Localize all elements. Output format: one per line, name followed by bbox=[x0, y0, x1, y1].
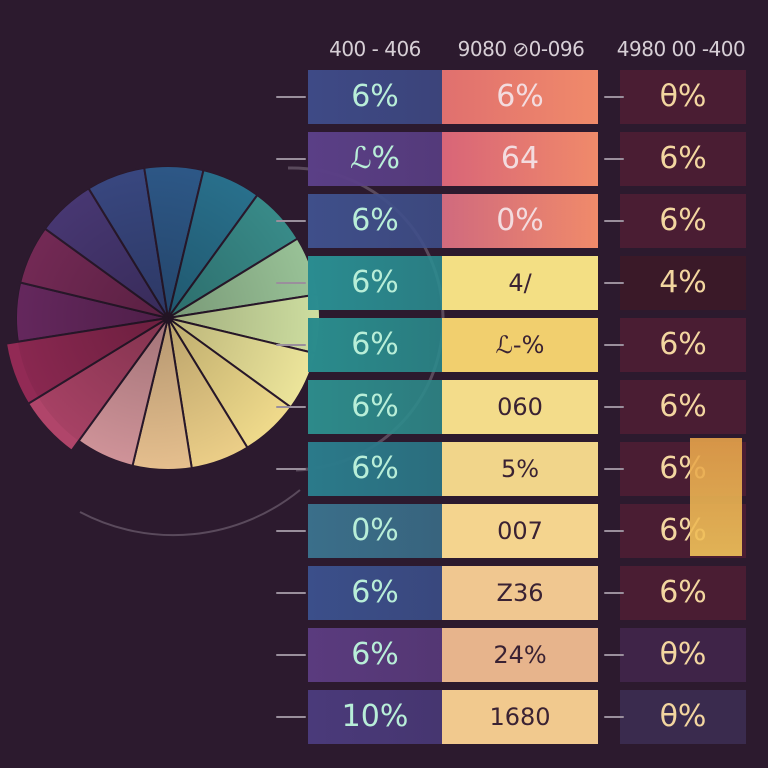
column-header: 400 - 406 bbox=[329, 37, 421, 61]
col2-value: 6% bbox=[442, 70, 598, 124]
col2-value: Z36 bbox=[442, 566, 598, 620]
col3-value: θ% bbox=[620, 628, 746, 682]
row-tick bbox=[604, 716, 624, 718]
table-row: ℒ% 64 6% bbox=[0, 132, 768, 186]
col1-value: 6% bbox=[308, 70, 442, 124]
col1-value: 6% bbox=[308, 442, 442, 496]
col1-value: 6% bbox=[308, 380, 442, 434]
table-row: 6% 0% 6% bbox=[0, 194, 768, 248]
table-row: 6% 24% θ% bbox=[0, 628, 768, 682]
table-row: 6% 4/4% bbox=[0, 256, 768, 310]
row-tick bbox=[276, 96, 306, 98]
row-tick bbox=[604, 654, 624, 656]
col1-value: 6% bbox=[308, 194, 442, 248]
row-tick bbox=[604, 158, 624, 160]
row-tick bbox=[276, 406, 306, 408]
col1-value: 6% bbox=[308, 566, 442, 620]
row-tick bbox=[276, 282, 306, 284]
col1-value: 6% bbox=[308, 318, 442, 372]
pie-shading bbox=[16, 166, 320, 470]
table-row: 10% 1680 θ% bbox=[0, 690, 768, 744]
col2-value: 4/ bbox=[442, 256, 598, 310]
table-row: 6% ℒ-% 6% bbox=[0, 318, 768, 372]
col2-value: 060 bbox=[442, 380, 598, 434]
row-tick bbox=[604, 220, 624, 222]
col3-value: θ% bbox=[620, 70, 746, 124]
col1-value: 6% bbox=[308, 256, 442, 310]
column-header: 9080 ⊘0-096 bbox=[457, 37, 585, 61]
row-tick bbox=[604, 468, 624, 470]
table-row: 0% 007 6% bbox=[0, 504, 768, 558]
row-tick bbox=[276, 592, 306, 594]
row-tick bbox=[604, 406, 624, 408]
row-tick bbox=[276, 530, 306, 532]
row-tick bbox=[276, 468, 306, 470]
row-tick bbox=[276, 220, 306, 222]
col1-value: 10% bbox=[308, 690, 442, 744]
row-tick bbox=[276, 158, 306, 160]
col1-value: 6% bbox=[308, 628, 442, 682]
col2-value: 5% bbox=[442, 442, 598, 496]
row-tick bbox=[276, 654, 306, 656]
table-row: 6% 060 6% bbox=[0, 380, 768, 434]
table-row: 6% Z36 6% bbox=[0, 566, 768, 620]
col2-value: 64 bbox=[442, 132, 598, 186]
row-tick bbox=[276, 716, 306, 718]
col2-value: 007 bbox=[442, 504, 598, 558]
col1-value: ℒ% bbox=[308, 132, 442, 186]
row-tick bbox=[604, 344, 624, 346]
col2-value: 0% bbox=[442, 194, 598, 248]
col3-value: 6% bbox=[620, 380, 746, 434]
row-tick bbox=[604, 282, 624, 284]
row-tick bbox=[604, 96, 624, 98]
col3-value: 6% bbox=[620, 132, 746, 186]
table-row: 6% 6% θ% bbox=[0, 70, 768, 124]
pie-bottom-arc bbox=[79, 489, 301, 537]
col2-value: 1680 bbox=[442, 690, 598, 744]
col3-value: 4% bbox=[620, 256, 746, 310]
column-header: 4980 00 -400 bbox=[616, 37, 746, 61]
col1-value: 0% bbox=[308, 504, 442, 558]
row-tick bbox=[604, 592, 624, 594]
row-tick bbox=[276, 344, 306, 346]
row-tick bbox=[604, 530, 624, 532]
table-row: 6% 5% 6% bbox=[0, 442, 768, 496]
col2-value: 24% bbox=[442, 628, 598, 682]
col3-value: 6% bbox=[620, 566, 746, 620]
col3-value: 6% bbox=[620, 318, 746, 372]
col3-value: 6% bbox=[620, 194, 746, 248]
col3-value: θ% bbox=[620, 690, 746, 744]
col2-value: ℒ-% bbox=[442, 318, 598, 372]
highlight-block bbox=[690, 438, 742, 556]
